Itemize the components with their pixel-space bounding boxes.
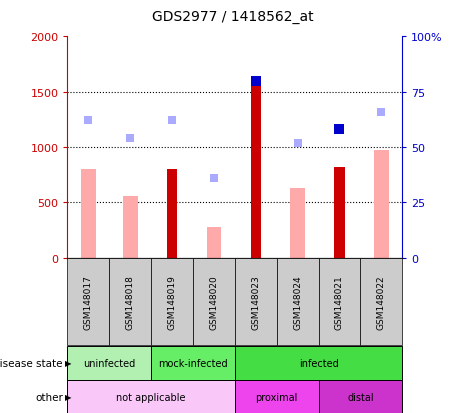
Bar [334,168,345,258]
Bar [123,196,138,258]
Bar [374,151,389,258]
Text: GSM148024: GSM148024 [293,274,302,329]
Text: GDS2977 / 1418562_at: GDS2977 / 1418562_at [152,10,313,24]
Bar [167,170,177,258]
Bar [290,188,305,258]
Text: other: other [35,392,63,402]
Text: ▶: ▶ [65,392,72,401]
Text: GSM148019: GSM148019 [167,274,177,329]
Text: GSM148021: GSM148021 [335,274,344,329]
Text: infected: infected [299,358,339,368]
Text: mock-infected: mock-infected [158,358,228,368]
Text: GSM148018: GSM148018 [126,274,135,329]
Text: disease state: disease state [0,358,63,368]
Bar [81,170,96,258]
Text: GSM148017: GSM148017 [84,274,93,329]
Bar [251,83,261,258]
Text: not applicable: not applicable [116,392,186,402]
Text: GSM148022: GSM148022 [377,274,386,329]
Text: distal: distal [347,392,374,402]
Text: ▶: ▶ [65,358,72,368]
Text: uninfected: uninfected [83,358,135,368]
Text: proximal: proximal [255,392,298,402]
Text: GSM148023: GSM148023 [251,274,260,329]
Bar [206,227,221,258]
Text: GSM148020: GSM148020 [209,274,219,329]
